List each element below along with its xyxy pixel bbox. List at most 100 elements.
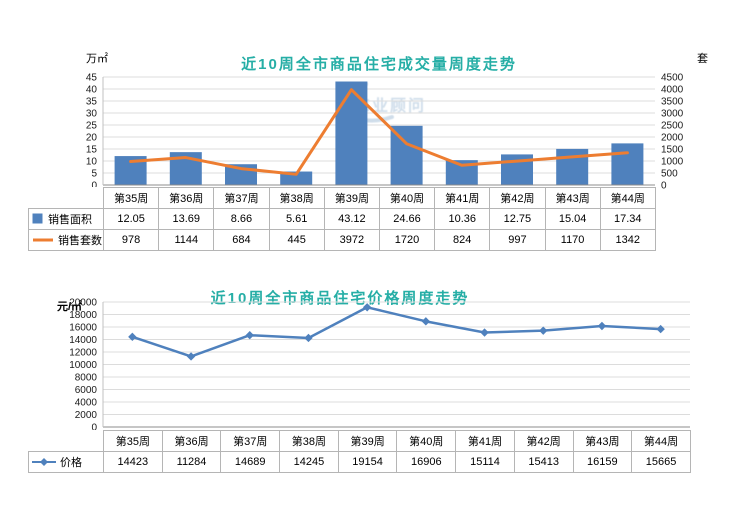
value-cell: 12.05 xyxy=(102,208,160,230)
axis-tick-label: 10000 xyxy=(69,360,97,371)
data-table: 第35周 第36周 第37周 第38周 第39周 第40周 第41周 第42周 第43周 第44周… xyxy=(28,430,691,473)
table-row: 价格 14423 11284 14689 14245 19154 16906 15114 154… xyxy=(28,451,691,473)
week-label: 第40周 xyxy=(396,430,457,452)
series-name: 销售套数 xyxy=(58,235,102,247)
price-table-wrap: 第35周 第36周 第37周 第38周 第39周 第40周 第41周 第42周 第43周 第44周… xyxy=(28,430,691,473)
week-label: 第38周 xyxy=(279,430,339,452)
axis-tick-label: 12000 xyxy=(69,348,97,359)
price-axis-unit-label: 元/㎡ xyxy=(57,301,83,313)
axis-tick-label: 18000 xyxy=(69,310,97,321)
week-label: 第42周 xyxy=(489,187,546,209)
gridlines xyxy=(103,301,690,415)
axis-tick-label: 2000 xyxy=(661,133,684,144)
price-line-group xyxy=(128,303,665,361)
value-cell: 14245 xyxy=(279,451,339,473)
right-axis-unit-label: 套 xyxy=(697,53,708,65)
week-label: 第39周 xyxy=(337,430,398,452)
week-label: 第37周 xyxy=(220,430,281,452)
week-label: 第35周 xyxy=(103,430,163,452)
value-cell: 13.69 xyxy=(158,208,215,230)
diamond-marker xyxy=(597,321,607,331)
week-label: 第36周 xyxy=(161,430,222,452)
axis-tick-label: 14000 xyxy=(69,335,97,346)
series-name: 价格 xyxy=(60,457,82,469)
value-cell: 445 xyxy=(268,229,325,251)
axis-lines xyxy=(102,302,690,428)
axis-tick-label: 3000 xyxy=(661,109,684,120)
left-axis-unit-label: 万㎡ xyxy=(86,53,108,65)
axis-tick-label: 40 xyxy=(86,85,98,96)
axis-tick-label: 2500 xyxy=(661,121,684,132)
value-cell: 43.12 xyxy=(323,208,380,230)
line-sales-units xyxy=(129,88,629,176)
week-label: 第36周 xyxy=(158,187,215,209)
axis-tick-label: 45 xyxy=(86,73,98,84)
axis-tick-label: 30 xyxy=(86,109,98,120)
axis-tick-label: 1500 xyxy=(661,145,684,156)
value-cell: 11284 xyxy=(161,451,222,473)
axis-tick-label: 6000 xyxy=(75,385,98,396)
legend-cell: 销售面积 xyxy=(28,208,104,230)
week-header-row: 第35周 第36周 第37周 第38周 第39周 第40周 第41周 第42周 第43周 第44周 xyxy=(29,430,691,452)
volume-chart-title: 近10周全市商品住宅成交量周度走势 xyxy=(241,56,517,73)
axis-tick-label: 500 xyxy=(661,169,678,180)
week-label: 第39周 xyxy=(323,187,380,209)
value-cell: 1170 xyxy=(544,229,601,251)
value-cell: 24.66 xyxy=(378,208,436,230)
axis-tick-label: 15 xyxy=(86,145,98,156)
value-cell: 19154 xyxy=(337,451,398,473)
week-label: 第41周 xyxy=(434,187,491,209)
axis-tick-label: 35 xyxy=(86,97,98,108)
value-cell: 684 xyxy=(213,229,270,251)
axis-tick-label: 4000 xyxy=(661,85,684,96)
axis-tick-label: 8000 xyxy=(75,373,98,384)
value-cell: 5.61 xyxy=(268,208,325,230)
gridlines xyxy=(103,76,655,174)
table-corner xyxy=(29,188,104,209)
week-label: 第44周 xyxy=(631,430,691,452)
series-name: 销售面积 xyxy=(48,214,92,226)
week-label: 第43周 xyxy=(544,187,601,209)
value-cell: 14689 xyxy=(220,451,281,473)
bar xyxy=(556,148,589,185)
value-cell: 1720 xyxy=(378,229,436,251)
table-row: 销售套数 978 1144 684 445 3972 1720 824 997 1170 1342 xyxy=(28,229,656,251)
axis-tick-label: 3500 xyxy=(661,97,684,108)
volume-plot: 0510152025303540450500100015002000250030… xyxy=(86,73,684,192)
price-line xyxy=(131,306,661,358)
table-row: 销售面积 12.05 13.69 8.66 5.61 43.12 24.66 10.36 12.… xyxy=(28,208,656,230)
axis-tick-label: 10 xyxy=(86,157,98,168)
week-label: 第35周 xyxy=(102,187,160,209)
axis-tick-label: 20000 xyxy=(69,298,97,309)
diamond-marker xyxy=(304,333,313,343)
value-cell: 978 xyxy=(102,229,160,251)
axis-tick-label: 16000 xyxy=(69,323,97,334)
week-header-row: 第35周 第36周 第37周 第38周 第39周 第40周 第41周 第42周 第43周 第44周 xyxy=(29,187,656,209)
axis-tick-label: 4000 xyxy=(75,398,98,409)
value-cell: 16159 xyxy=(572,451,633,473)
value-cell: 16906 xyxy=(396,451,457,473)
value-cell: 15114 xyxy=(455,451,515,473)
axis-tick-label: 0 xyxy=(661,181,667,192)
value-cell: 17.34 xyxy=(599,208,656,230)
diamond-marker xyxy=(128,332,137,342)
axis-tick-label: 5 xyxy=(91,169,97,180)
week-label: 第42周 xyxy=(513,430,574,452)
axis-lines xyxy=(102,77,655,186)
value-cell: 14423 xyxy=(103,451,163,473)
sales-units-line xyxy=(129,88,629,176)
volume-table-wrap: 第35周 第36周 第37周 第38周 第39周 第40周 第41周 第42周 第43周 第44周… xyxy=(28,187,656,251)
week-label: 第38周 xyxy=(268,187,325,209)
value-cell: 12.75 xyxy=(489,208,546,230)
legend-cell: 销售套数 xyxy=(28,229,104,251)
axis-tick-label: 4500 xyxy=(661,73,684,84)
axis-tick-label: 25 xyxy=(86,121,98,132)
diamond-marker xyxy=(480,328,489,337)
value-cell: 997 xyxy=(489,229,546,251)
value-cell: 3972 xyxy=(323,229,380,251)
bar xyxy=(611,143,644,185)
